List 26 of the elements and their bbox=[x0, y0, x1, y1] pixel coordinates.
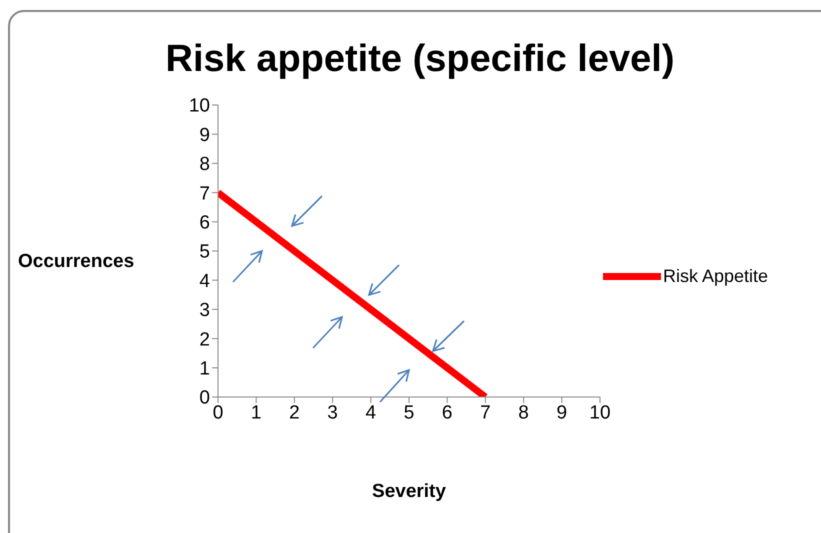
x-tick-label: 3 bbox=[327, 402, 338, 424]
x-tick-label: 2 bbox=[289, 402, 300, 424]
y-tick-label: 2 bbox=[199, 329, 210, 350]
y-tick-label: 5 bbox=[199, 242, 210, 263]
y-tick-label: 7 bbox=[199, 183, 210, 204]
x-tick-label: 7 bbox=[480, 402, 491, 424]
legend-label: Risk Appetite bbox=[663, 266, 768, 287]
chart-title: Risk appetite (specific level) bbox=[164, 38, 676, 81]
y-tick-label: 1 bbox=[199, 358, 210, 380]
x-tick-label: 4 bbox=[366, 402, 377, 424]
x-tick-label: 9 bbox=[556, 402, 568, 424]
x-tick-label: 1 bbox=[250, 402, 262, 424]
y-tick-label: 8 bbox=[199, 154, 210, 176]
x-tick-label: 6 bbox=[442, 402, 452, 424]
y-tick-label: 10 bbox=[188, 96, 210, 117]
x-tick-label: 8 bbox=[518, 402, 529, 424]
y-tick-label: 9 bbox=[199, 124, 210, 146]
x-tick-label: 5 bbox=[404, 402, 414, 424]
y-tick-label: 6 bbox=[199, 212, 210, 234]
x-tick-label: 0 bbox=[212, 402, 224, 424]
y-tick-label: 4 bbox=[199, 270, 210, 292]
y-axis-title: Occurrences bbox=[18, 251, 134, 273]
x-axis-title: Severity bbox=[371, 481, 447, 503]
y-tick-label: 0 bbox=[199, 388, 210, 409]
y-tick-label: 3 bbox=[199, 300, 210, 322]
x-tick-label: 10 bbox=[589, 402, 611, 424]
